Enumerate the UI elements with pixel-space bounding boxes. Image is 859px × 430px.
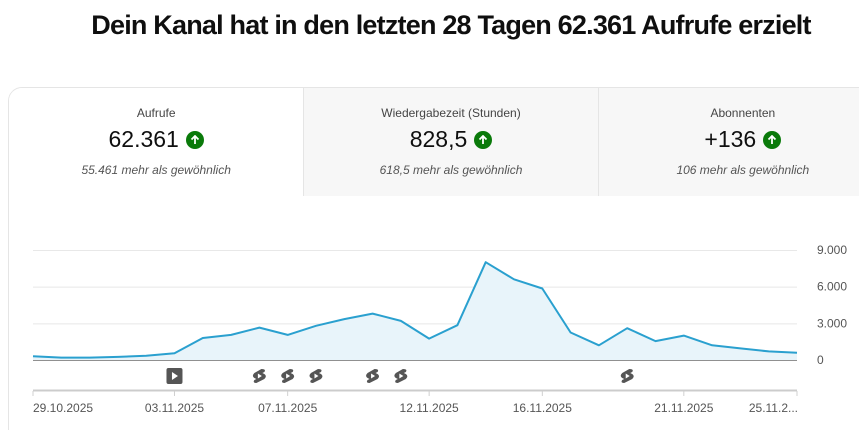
x-tick-label: 03.11.2025 xyxy=(145,401,204,415)
analytics-card: Aufrufe 62.361 55.461 mehr als gewöhnlic… xyxy=(8,87,859,430)
arrow-up-circle-icon xyxy=(763,130,782,149)
y-tick-label: 0 xyxy=(817,353,824,367)
x-tick-label: 12.11.2025 xyxy=(400,401,459,415)
x-axis-ticks: 29.10.2025 03.11.2025 07.11.2025 12.11.2025… xyxy=(32,391,798,415)
video-play-icon[interactable] xyxy=(166,368,183,384)
page-title: Dein Kanal hat in den letzten 28 Tagen 6… xyxy=(91,10,811,40)
tab-comparison: 618,5 mehr als gewöhnlich xyxy=(379,163,523,177)
x-tick-label: 25.11.2... xyxy=(749,401,798,415)
tab-value: +136 xyxy=(704,126,757,152)
x-tick-label: 07.11.2025 xyxy=(258,401,317,415)
x-tick-label: 29.10.2025 xyxy=(33,401,93,415)
shorts-icon[interactable] xyxy=(281,369,295,383)
y-tick-label: 6.000 xyxy=(817,280,847,294)
arrow-up-circle-icon xyxy=(474,130,493,149)
shorts-icon[interactable] xyxy=(394,369,408,383)
tab-comparison: 106 mehr als gewöhnlich xyxy=(676,163,810,177)
tab-label: Wiedergabezeit (Stunden) xyxy=(381,106,521,120)
y-tick-label: 9.000 xyxy=(817,243,847,257)
tab-subscribers[interactable]: Abonnenten +136 106 mehr als gewöhnlich xyxy=(597,88,859,196)
tab-value-row: 828,5 xyxy=(304,126,597,153)
tab-comparison: 55.461 mehr als gewöhnlich xyxy=(81,163,231,177)
y-axis-ticks: 9.000 6.000 3.000 0 xyxy=(817,243,847,367)
x-tick-label: 21.11.2025 xyxy=(654,401,713,415)
tab-value-row: 62.361 xyxy=(9,126,303,153)
tab-label: Aufrufe xyxy=(136,106,176,120)
x-tick-label: 16.11.2025 xyxy=(513,401,572,415)
tab-value-row: +136 xyxy=(599,126,859,153)
shorts-icon[interactable] xyxy=(620,369,634,383)
chart-line xyxy=(32,261,798,359)
tab-views[interactable]: Aufrufe 62.361 55.461 mehr als gewöhnlic… xyxy=(9,88,304,196)
tab-watch-time[interactable]: Wiedergabezeit (Stunden) 828,5 618,5 meh… xyxy=(303,88,598,196)
chart-gridlines xyxy=(33,250,797,325)
publish-markers xyxy=(166,368,634,384)
arrow-up-circle-icon xyxy=(185,130,204,149)
chart-area xyxy=(33,262,797,360)
metric-tabs: Aufrufe 62.361 55.461 mehr als gewöhnlic… xyxy=(9,88,859,196)
tab-value: 828,5 xyxy=(409,126,468,152)
tab-label: Abonnenten xyxy=(710,106,776,120)
shorts-icon[interactable] xyxy=(252,369,266,383)
shorts-icon[interactable] xyxy=(366,369,380,383)
y-tick-label: 3.000 xyxy=(817,316,847,330)
tab-value: 62.361 xyxy=(108,126,179,152)
shorts-icon[interactable] xyxy=(309,369,323,383)
